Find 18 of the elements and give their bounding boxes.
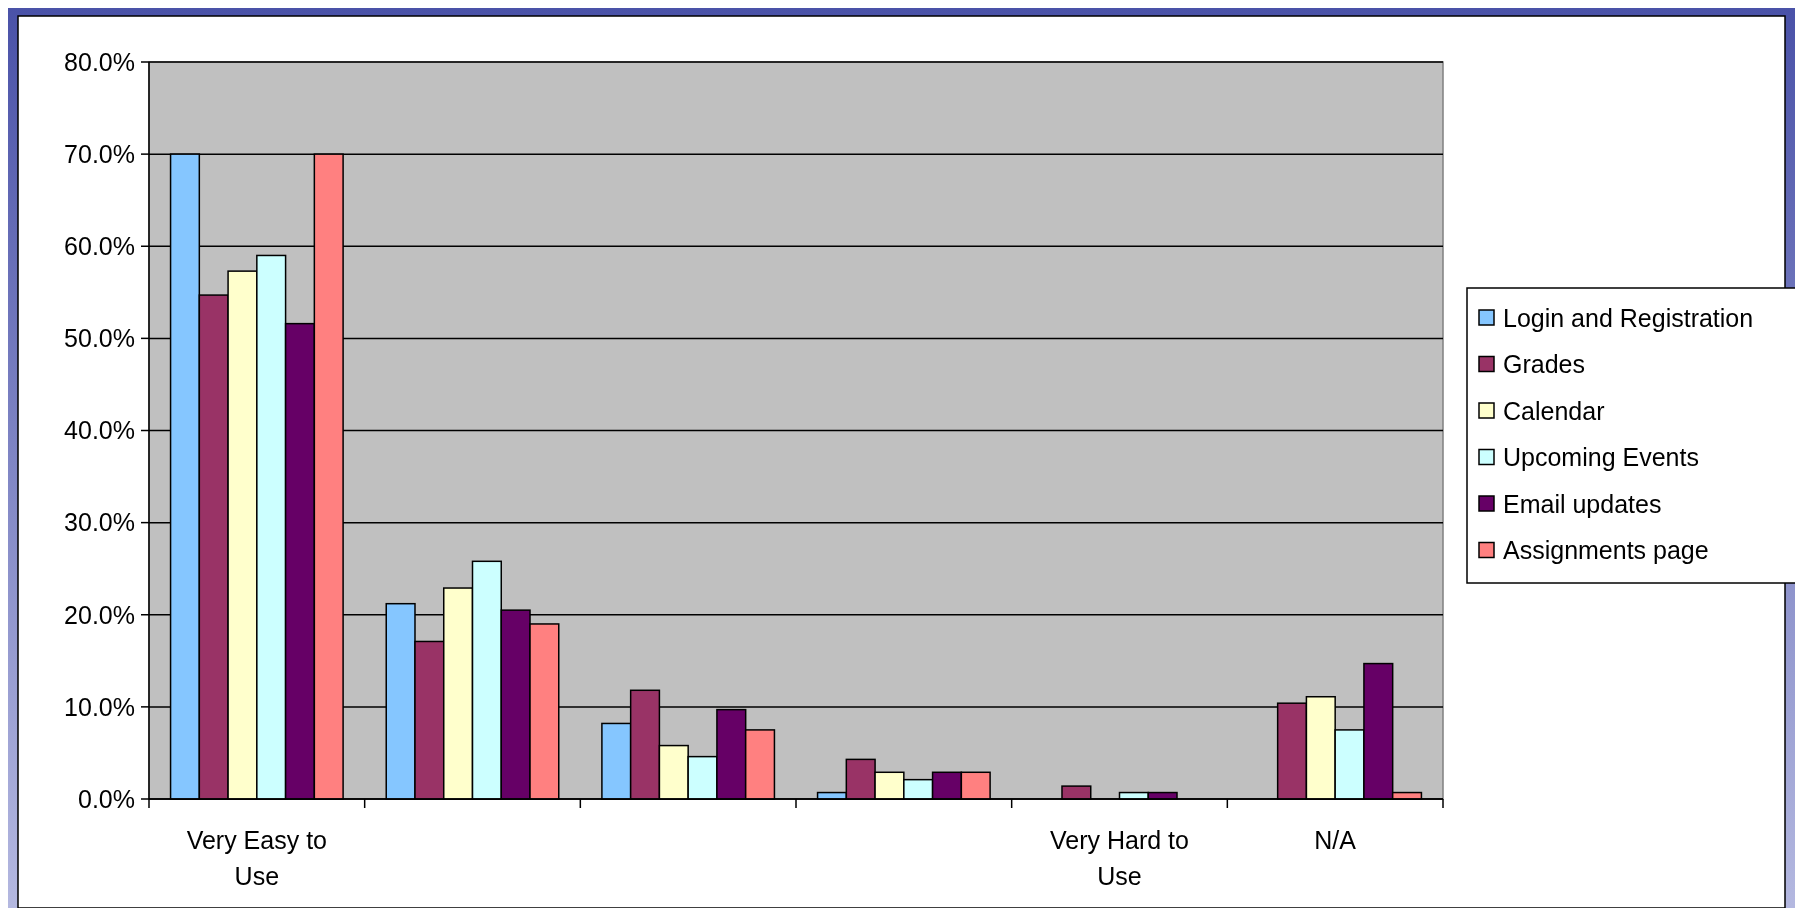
legend-label: Calendar <box>1503 396 1605 425</box>
y-tick-label: 10.0% <box>64 692 135 721</box>
y-tick-label: 30.0% <box>64 508 135 537</box>
legend-label: Login and Registration <box>1503 303 1754 332</box>
x-tick-label: Very Hard to Use <box>1050 826 1189 890</box>
legend-label: Email updates <box>1503 489 1662 518</box>
y-tick-label: 60.0% <box>64 232 135 260</box>
legend-label: Assignments page <box>1503 536 1709 565</box>
y-tick-label: 80.0% <box>64 47 135 76</box>
x-tick-label: Very Easy to Use <box>186 826 328 890</box>
legend-label: Upcoming Events <box>1503 443 1699 472</box>
y-tick-label: 0.0% <box>78 784 135 813</box>
legend-label: Grades <box>1503 350 1585 379</box>
y-tick-label: 40.0% <box>64 416 135 445</box>
y-tick-label: 70.0% <box>64 139 135 168</box>
y-tick-label: 20.0% <box>64 600 135 629</box>
y-tick-label: 50.0% <box>64 324 135 353</box>
x-tick-label: N/A <box>1314 826 1357 854</box>
